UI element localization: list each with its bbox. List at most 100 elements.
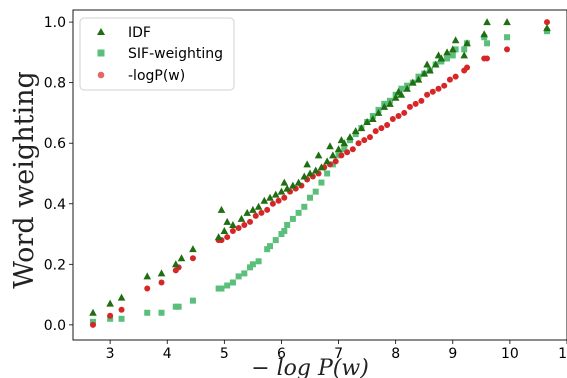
data-point-logp	[544, 19, 551, 26]
data-point-logp	[281, 194, 288, 201]
data-point-idf	[254, 202, 263, 210]
data-point-logp	[144, 285, 151, 292]
data-point-logp	[504, 46, 511, 53]
data-point-logp	[429, 88, 436, 95]
data-point-sif	[438, 58, 445, 65]
data-point-logp	[229, 228, 236, 235]
data-point-sif	[301, 203, 308, 210]
data-point-idf	[329, 151, 337, 159]
data-point-idf	[220, 227, 229, 235]
data-point-sif	[235, 273, 242, 280]
y-axis-label: Word weighting	[9, 71, 40, 289]
data-point-idf	[323, 157, 331, 165]
data-point-idf	[314, 151, 323, 159]
x-tick-label: 9	[448, 346, 457, 362]
legend-label-logp: -logP(w)	[128, 68, 185, 84]
data-point-logp	[235, 224, 242, 231]
legend: IDF SIF-weighting -logP(w)	[79, 17, 235, 91]
data-point-idf	[243, 208, 251, 216]
y-tick-label: 0.0	[44, 318, 66, 334]
data-point-sif	[461, 46, 468, 53]
data-point-idf	[306, 169, 314, 177]
legend-label-idf: IDF	[128, 25, 151, 41]
data-point-sif	[484, 40, 491, 47]
data-point-idf	[89, 308, 97, 316]
data-point-logp	[395, 112, 402, 119]
data-point-logp	[446, 76, 453, 83]
x-axis: 3 4 5 6 7 8 9 10 11	[106, 340, 567, 362]
data-point-logp	[107, 312, 114, 319]
x-tick-label: 8	[391, 346, 400, 362]
data-point-idf	[177, 254, 186, 262]
data-point-sif	[144, 309, 151, 316]
data-point-logp	[372, 128, 379, 135]
data-point-logp	[355, 140, 362, 147]
data-point-idf	[283, 184, 291, 192]
data-point-sif	[444, 55, 451, 62]
data-point-sif	[175, 303, 182, 310]
data-point-sif	[224, 282, 231, 289]
data-point-sif	[247, 264, 254, 271]
data-point-idf	[420, 69, 429, 77]
y-tick-label: 0.4	[44, 197, 66, 213]
data-point-idf	[326, 142, 334, 150]
data-point-logp	[252, 212, 259, 219]
data-point-idf	[171, 260, 180, 268]
data-point-logp	[224, 234, 231, 241]
data-point-idf	[340, 139, 349, 147]
data-point-idf	[217, 205, 226, 213]
data-point-idf	[266, 193, 274, 201]
data-point-sif	[341, 146, 348, 153]
data-point-sif	[312, 188, 319, 195]
data-point-logp	[441, 82, 448, 89]
data-point-idf	[431, 60, 440, 68]
data-point-sif	[289, 215, 296, 222]
data-point-logp	[118, 306, 125, 313]
x-axis-label: − log P(w)	[251, 356, 369, 378]
data-point-idf	[237, 214, 246, 222]
data-point-logp	[275, 197, 282, 204]
data-point-idf	[386, 99, 394, 107]
data-point-sif	[318, 179, 325, 186]
data-point-logp	[258, 209, 265, 216]
data-point-logp	[401, 109, 408, 116]
legend-label-sif: SIF-weighting	[128, 46, 223, 62]
data-point-idf	[403, 84, 411, 92]
data-point-idf	[106, 299, 114, 307]
data-point-idf	[317, 163, 326, 171]
data-point-logp	[361, 137, 368, 144]
data-point-sif	[398, 85, 405, 92]
y-tick-label: 0.8	[44, 76, 66, 92]
data-point-idf	[346, 133, 354, 141]
data-point-sif	[307, 194, 314, 201]
data-point-idf	[294, 178, 303, 186]
data-point-idf	[503, 18, 511, 26]
data-point-idf	[223, 217, 231, 225]
data-point-sif	[189, 297, 196, 304]
data-point-sif	[481, 34, 488, 41]
data-point-logp	[158, 279, 165, 286]
data-point-logp	[418, 97, 425, 104]
data-point-idf	[260, 196, 269, 204]
legend-marker-sif	[97, 49, 105, 57]
data-point-idf	[448, 45, 457, 53]
data-point-sif	[281, 228, 288, 235]
data-point-idf	[334, 145, 343, 153]
data-point-sif	[284, 221, 291, 228]
data-point-logp	[344, 149, 351, 156]
data-point-logp	[89, 321, 96, 328]
x-tick-label: 6	[277, 346, 286, 362]
data-point-idf	[229, 220, 237, 228]
data-point-idf	[311, 166, 320, 174]
data-point-idf	[414, 75, 423, 83]
data-point-idf	[443, 48, 451, 56]
data-point-logp	[384, 122, 391, 129]
data-point-logp	[389, 115, 396, 122]
data-point-sif	[255, 258, 262, 265]
data-point-logp	[424, 91, 431, 98]
data-point-idf	[391, 93, 400, 101]
data-point-logp	[412, 100, 419, 107]
data-point-sif	[352, 131, 359, 138]
data-point-idf	[280, 178, 289, 186]
